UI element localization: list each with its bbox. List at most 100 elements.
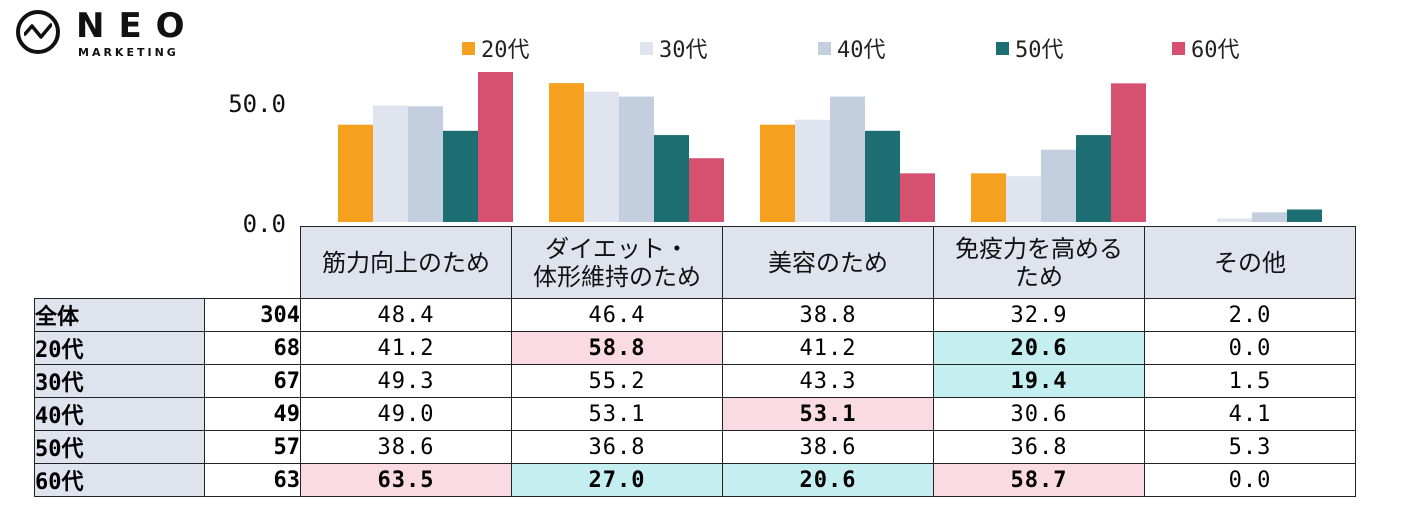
legend-swatch <box>996 41 1009 55</box>
bar-60代 <box>478 72 513 222</box>
value-cell: 30.6 <box>933 397 1145 431</box>
bar-50代 <box>1076 135 1111 222</box>
bar-20代 <box>549 83 584 223</box>
row-label: 30代 <box>34 364 205 398</box>
value-cell: 49.0 <box>300 397 512 431</box>
table-row: 全体 304 48.4 46.4 38.8 32.9 2.0 <box>34 298 1356 332</box>
category-header: 筋力向上のため <box>300 226 512 299</box>
logo-mark-icon <box>16 10 60 54</box>
bar-50代 <box>865 130 900 222</box>
bar-60代 <box>1111 83 1146 222</box>
legend-item: 30代 <box>640 32 708 64</box>
value-cell: 41.2 <box>722 331 934 365</box>
chart-legend: 20代 30代 40代 50代 60代 <box>0 32 1415 64</box>
legend-swatch <box>640 41 653 55</box>
bar-60代 <box>689 158 724 222</box>
bar-50代 <box>1287 209 1322 222</box>
logo-subtitle: MARKETING <box>78 46 179 59</box>
bar-40代 <box>1252 212 1287 222</box>
sample-count: 63 <box>204 463 301 497</box>
neo-marketing-logo: NEO MARKETING <box>14 6 204 66</box>
table-row: 20代 68 41.2 58.8 41.2 20.6 0.0 <box>34 331 1356 365</box>
data-table: 筋力向上のため ダイエット・ 体形維持のため 美容のため 免疫力を高める ため その他 全体… <box>34 226 1356 497</box>
value-cell: 38.6 <box>300 430 512 464</box>
y-tick-label: 0.0 <box>242 210 286 238</box>
value-cell: 46.4 <box>511 298 723 332</box>
sample-count: 49 <box>204 397 301 431</box>
bar-40代 <box>1041 149 1076 222</box>
value-cell: 2.0 <box>1144 298 1356 332</box>
table-header-row: 筋力向上のため ダイエット・ 体形維持のため 美容のため 免疫力を高める ため その他 <box>35 226 1356 299</box>
value-cell: 1.5 <box>1144 364 1356 398</box>
bar-20代 <box>338 124 373 222</box>
value-cell: 53.1 <box>722 397 934 431</box>
row-label: 60代 <box>34 463 205 497</box>
value-cell: 20.6 <box>722 463 934 497</box>
legend-label: 20代 <box>481 38 530 63</box>
bar-50代 <box>443 130 478 222</box>
bar-50代 <box>654 135 689 222</box>
value-cell: 36.8 <box>933 430 1145 464</box>
row-label: 50代 <box>34 430 205 464</box>
bar-30代 <box>1217 218 1252 222</box>
value-cell: 41.2 <box>300 331 512 365</box>
legend-label: 40代 <box>837 38 886 63</box>
table-corner <box>205 227 301 299</box>
bar-30代 <box>795 119 830 222</box>
legend-item: 50代 <box>996 32 1064 64</box>
value-cell: 36.8 <box>511 430 723 464</box>
table-row: 30代 67 49.3 55.2 43.3 19.4 1.5 <box>34 364 1356 398</box>
legend-label: 30代 <box>659 38 708 63</box>
sample-count: 67 <box>204 364 301 398</box>
legend-swatch <box>462 41 475 55</box>
bar-40代 <box>830 96 865 222</box>
bar-40代 <box>619 96 654 222</box>
table-row: 60代 63 63.5 27.0 20.6 58.7 0.0 <box>34 463 1356 497</box>
bar-30代 <box>584 91 619 223</box>
value-cell: 0.0 <box>1144 463 1356 497</box>
bar-20代 <box>971 173 1006 222</box>
value-cell: 63.5 <box>300 463 512 497</box>
value-cell: 43.3 <box>722 364 934 398</box>
row-label: 40代 <box>34 397 205 431</box>
value-cell: 27.0 <box>511 463 723 497</box>
bar-30代 <box>373 105 408 222</box>
value-cell: 58.8 <box>511 331 723 365</box>
legend-swatch <box>1172 41 1185 55</box>
logo-name: NEO <box>76 6 199 46</box>
legend-item: 20代 <box>462 32 530 64</box>
value-cell: 38.6 <box>722 430 934 464</box>
table-row: 50代 57 38.6 36.8 38.6 36.8 5.3 <box>34 430 1356 464</box>
row-label: 全体 <box>34 298 205 332</box>
value-cell: 38.8 <box>722 298 934 332</box>
legend-item: 60代 <box>1172 32 1240 64</box>
bar-20代 <box>760 124 795 222</box>
value-cell: 53.1 <box>511 397 723 431</box>
bar-chart <box>338 72 1322 223</box>
value-cell: 0.0 <box>1144 331 1356 365</box>
value-cell: 49.3 <box>300 364 512 398</box>
value-cell: 5.3 <box>1144 430 1356 464</box>
legend-label: 50代 <box>1015 38 1064 63</box>
category-header: 美容のため <box>722 226 934 299</box>
table-corner <box>35 227 205 299</box>
value-cell: 4.1 <box>1144 397 1356 431</box>
sample-count: 304 <box>204 298 301 332</box>
legend-item: 40代 <box>818 32 886 64</box>
value-cell: 19.4 <box>933 364 1145 398</box>
category-header: ダイエット・ 体形維持のため <box>511 226 723 299</box>
value-cell: 58.7 <box>933 463 1145 497</box>
value-cell: 32.9 <box>933 298 1145 332</box>
legend-swatch <box>818 41 831 55</box>
legend-label: 60代 <box>1191 38 1240 63</box>
row-label: 20代 <box>34 331 205 365</box>
category-header: 免疫力を高める ため <box>933 226 1145 299</box>
value-cell: 55.2 <box>511 364 723 398</box>
value-cell: 48.4 <box>300 298 512 332</box>
table-row: 40代 49 49.0 53.1 53.1 30.6 4.1 <box>34 397 1356 431</box>
value-cell: 20.6 <box>933 331 1145 365</box>
sample-count: 68 <box>204 331 301 365</box>
y-tick-label: 50.0 <box>228 90 286 118</box>
sample-count: 57 <box>204 430 301 464</box>
category-header: その他 <box>1144 226 1356 299</box>
